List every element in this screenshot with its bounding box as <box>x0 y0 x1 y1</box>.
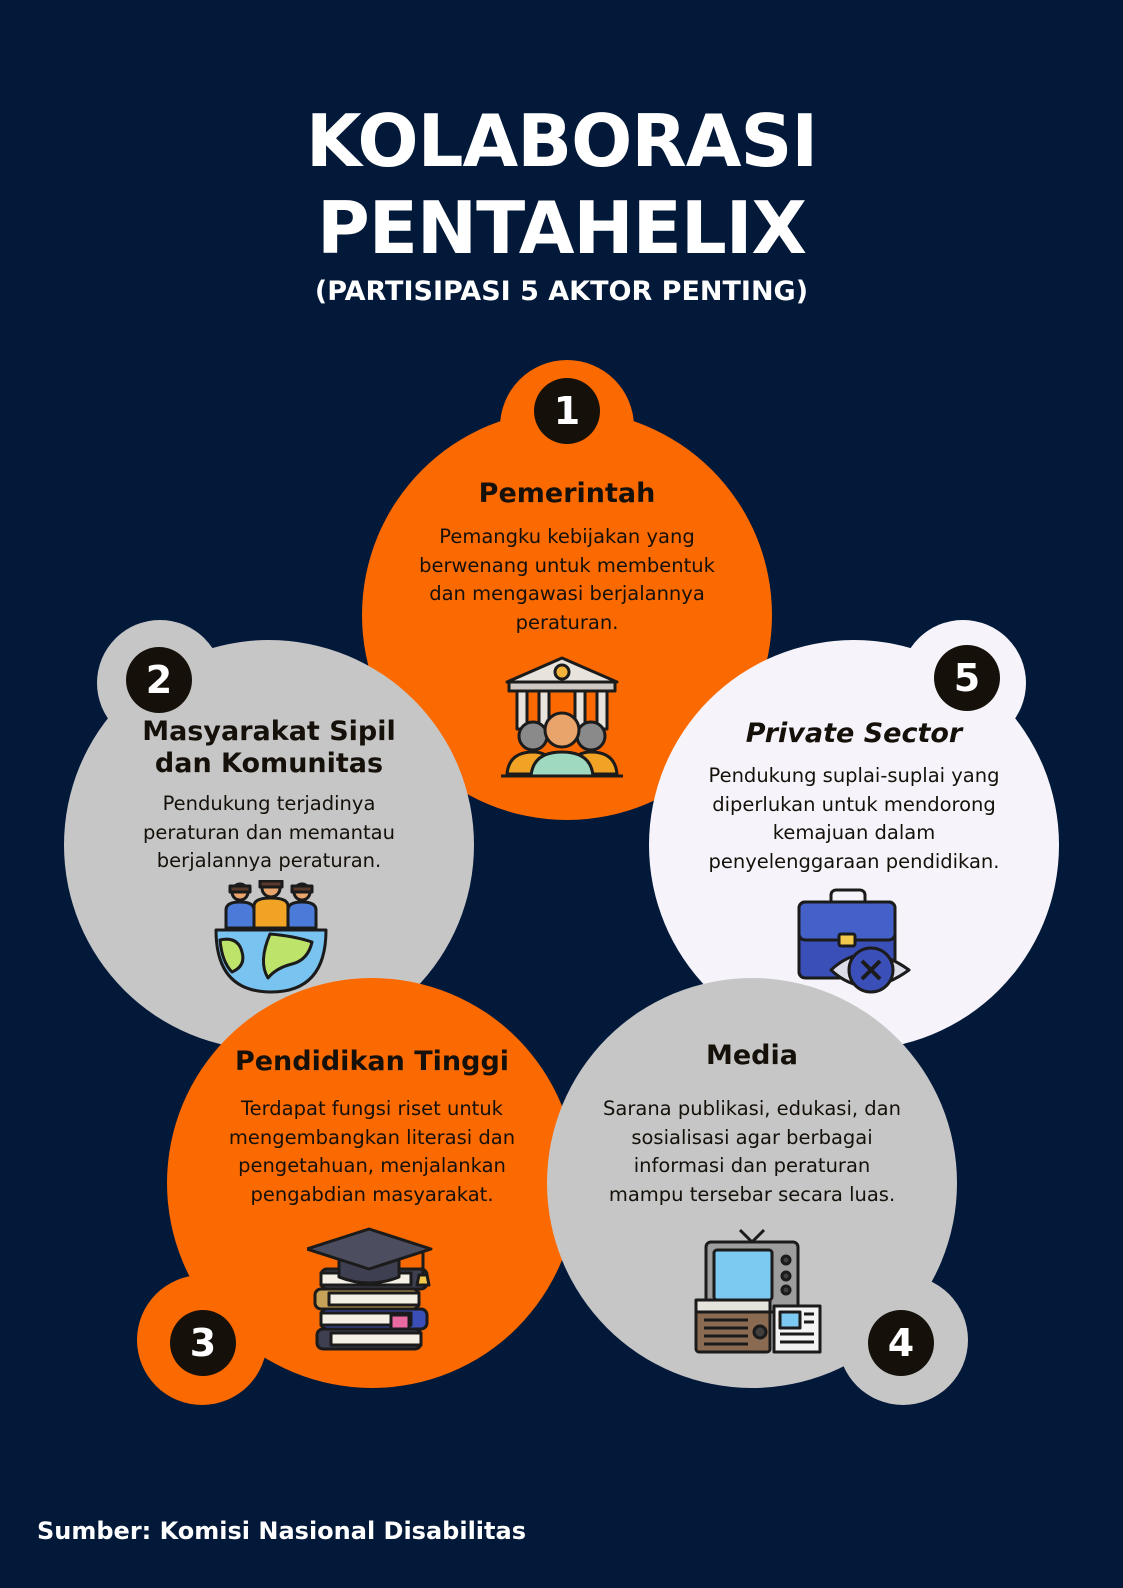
actor-3-name: Pendidikan Tinggi <box>234 1046 510 1077</box>
government-building-people-icon <box>501 656 623 778</box>
actor-1-description: Pemangku kebijakan yang berwenang untuk … <box>419 525 715 634</box>
title-line-2: PENTAHELIX <box>316 186 807 270</box>
actor-2-name: Masyarakat Sipil dan Komunitas <box>142 716 396 779</box>
source-credit: Sumber: Komisi Nasional Disabilitas <box>37 1517 526 1545</box>
actor-4-description: Sarana publikasi, edukasi, dan sosialisa… <box>603 1097 901 1206</box>
badge-5: 5 <box>934 645 1000 711</box>
actor-4-name: Media <box>706 1040 798 1071</box>
badge-3: 3 <box>170 1310 236 1376</box>
actor-2-description: Pendukung terjadinya peraturan dan meman… <box>142 792 395 872</box>
actor-3-description: Terdapat fungsi riset untuk mengembangka… <box>228 1097 516 1206</box>
actor-5-description: Pendukung suplai-suplai yang diperlukan … <box>708 764 1000 873</box>
actor-1-name: Pemerintah <box>478 478 656 509</box>
actor-5-name: Private Sector <box>745 718 963 749</box>
tv-radio-newspaper-icon <box>694 1228 822 1354</box>
badge-1: 1 <box>534 378 600 444</box>
briefcase-eye-icon <box>797 888 911 994</box>
graduation-cap-books-icon <box>307 1227 433 1351</box>
title-line-1: KOLABORASI <box>305 99 818 183</box>
badge-2: 2 <box>126 647 192 713</box>
community-globe-icon <box>214 880 328 994</box>
subtitle: (PARTISIPASI 5 AKTOR PENTING) <box>314 276 809 307</box>
badge-4: 4 <box>868 1310 934 1376</box>
